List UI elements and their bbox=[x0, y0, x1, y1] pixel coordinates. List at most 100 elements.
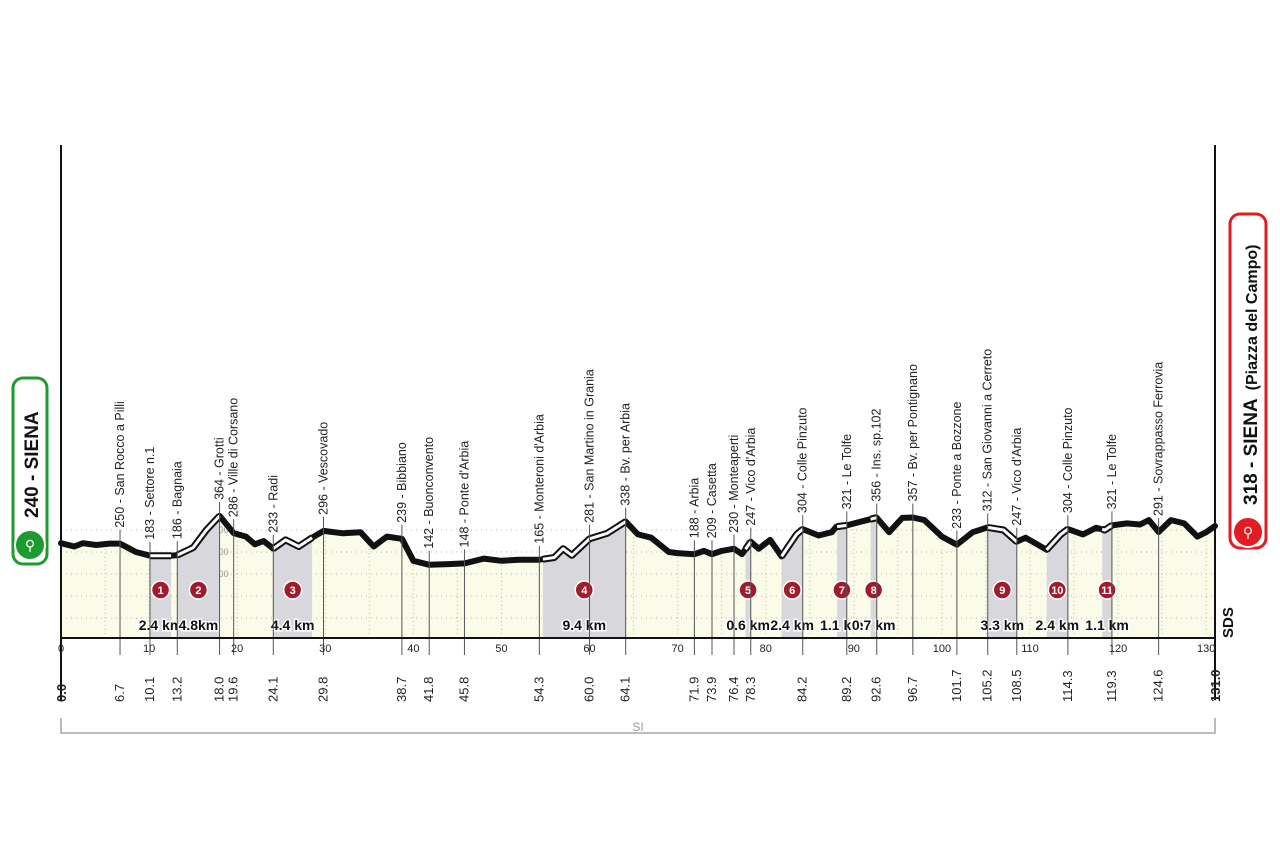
x-tick-label: 100 bbox=[933, 643, 951, 655]
waypoint-label: 233 - Radi bbox=[266, 475, 280, 533]
waypoint-label: 357 - Bv. per Pontignano bbox=[906, 364, 920, 501]
y-tick-label: 200 bbox=[214, 547, 229, 557]
sector-number: 2 bbox=[195, 585, 201, 597]
profile-area bbox=[61, 515, 1215, 638]
sector-number: 4 bbox=[581, 585, 588, 597]
waypoint-km: 29.8 bbox=[316, 677, 331, 702]
waypoint-km: 89.2 bbox=[839, 677, 854, 702]
waypoint-label: 312 - San Giovanni a Cerreto bbox=[981, 349, 995, 512]
start-label: 240 - SIENA bbox=[22, 411, 43, 518]
sector-road bbox=[987, 525, 1018, 543]
waypoint-label: 247 - Vico d'Arbia bbox=[1010, 428, 1024, 526]
sector-number-badge bbox=[738, 580, 758, 600]
finish-badge: 318 - SIENA(Piazza del Campo) ⚲ bbox=[1228, 212, 1268, 550]
sector-length: 4.4 km bbox=[271, 617, 315, 633]
waypoint-label: 291 - Sovrappasso Ferrovia bbox=[1152, 362, 1166, 516]
y-tick-label: 100 bbox=[214, 569, 229, 579]
waypoint-label: 321 - Le Tolfe bbox=[1105, 434, 1119, 510]
waypoint-km: 71.9 bbox=[686, 677, 701, 702]
waypoint-label: 209 - Casetta bbox=[705, 463, 719, 538]
waypoint-km: 64.1 bbox=[618, 677, 633, 702]
waypoints-layer: 250 - San Rocco a Pilli 6.7 183 - Settore … bbox=[112, 349, 1166, 702]
x-tick-label: 10 bbox=[143, 643, 155, 655]
waypoint-label: 148 - Ponte d'Arbia bbox=[457, 441, 471, 548]
sector-number: 8 bbox=[871, 585, 877, 597]
sector-length: 0.6 km bbox=[726, 617, 770, 633]
sector-length: 1.1 km bbox=[820, 617, 864, 633]
sector-number: 7 bbox=[839, 585, 845, 597]
start-badge: 240 - SIENA ⚲ bbox=[11, 376, 49, 566]
sector-length: 2.4 km bbox=[1036, 617, 1080, 633]
waypoint-label: 304 - Colle Pinzuto bbox=[1061, 407, 1075, 513]
waypoint-km: 18.0 bbox=[212, 677, 227, 702]
sector-number-badge bbox=[863, 580, 884, 600]
sector-road bbox=[272, 536, 313, 550]
waypoint-label: 364 - Grotti bbox=[213, 437, 227, 500]
sector-length: 2.4 km bbox=[770, 617, 814, 633]
sector-number-badge bbox=[992, 580, 1013, 600]
waypoint-label: 247 - Vico d'Arbia bbox=[744, 428, 758, 526]
x-tick-label: 20 bbox=[231, 643, 243, 655]
sector-road bbox=[780, 527, 804, 558]
bike-icon bbox=[1232, 516, 1264, 548]
waypoint-km: 78.3 bbox=[743, 677, 758, 702]
start-km: 0.0 bbox=[54, 684, 69, 702]
sector-number: 9 bbox=[999, 585, 1005, 597]
waypoint-km: 124.6 bbox=[1151, 669, 1166, 702]
sector-number: 11 bbox=[1101, 585, 1113, 597]
waypoint-label: 281 - San Martino in Grania bbox=[583, 369, 597, 523]
waypoint-km: 114.3 bbox=[1060, 670, 1075, 702]
sector-band bbox=[177, 515, 220, 638]
sector-number-badge bbox=[188, 580, 209, 600]
svg-text:⚲: ⚲ bbox=[25, 538, 35, 554]
waypoint-km: 13.2 bbox=[169, 677, 184, 702]
sector-number: 5 bbox=[745, 585, 751, 597]
waypoint-km: 41.8 bbox=[421, 677, 436, 702]
sector-road bbox=[870, 516, 878, 521]
waypoint-label: 304 - Colle Pinzuto bbox=[796, 407, 810, 513]
waypoint-km: 60.0 bbox=[582, 677, 597, 702]
waypoint-km: 101.7 bbox=[949, 669, 964, 702]
x-tick-label: 60 bbox=[583, 643, 595, 655]
waypoint-label: 321 - Le Tolfe bbox=[840, 434, 854, 510]
sector-road bbox=[1045, 527, 1069, 551]
sector-number: 1 bbox=[157, 585, 163, 597]
profile-area-layer bbox=[61, 515, 1215, 638]
waypoint-label: 186 - Bagnaia bbox=[170, 461, 184, 539]
svg-text:⚲: ⚲ bbox=[1243, 525, 1253, 541]
sector-number-badge bbox=[150, 580, 171, 600]
profile-line-layer bbox=[58, 512, 1218, 568]
sector-length: 4.8km bbox=[179, 617, 219, 633]
waypoint-label: 356 - Ins. sp.102 bbox=[870, 409, 884, 502]
waypoint-km: 19.6 bbox=[226, 677, 241, 702]
sector-length: 9.4 km bbox=[562, 617, 606, 633]
waypoint-label: 250 - San Rocco a Pilli bbox=[113, 401, 127, 527]
x-tick-label: 0 bbox=[58, 643, 64, 655]
x-tick-label: 110 bbox=[1021, 643, 1039, 655]
x-tick-label: 30 bbox=[319, 643, 331, 655]
waypoint-label: 239 - Bibbiano bbox=[395, 442, 409, 523]
x-tick-label: 80 bbox=[760, 643, 772, 655]
x-tick-label: 90 bbox=[848, 643, 860, 655]
sectors-layer: 1 2.4 km 2 4.8km 3 4.4 km 4 9.4 km 5 0.6 km 6 2.4 k… bbox=[137, 515, 1130, 638]
sector-number-badge bbox=[282, 580, 303, 600]
waypoint-km: 73.9 bbox=[704, 677, 719, 702]
sector-number-badge bbox=[574, 580, 595, 600]
waypoint-label: 142 - Buonconvento bbox=[422, 437, 436, 549]
waypoint-label: 230 - Monteaperti bbox=[727, 435, 741, 533]
waypoint-label: 338 - Bv. per Arbia bbox=[619, 403, 633, 506]
waypoint-km: 105.2 bbox=[980, 669, 995, 702]
bike-icon bbox=[14, 529, 46, 561]
waypoint-km: 24.1 bbox=[265, 677, 280, 702]
waypoint-km: 6.7 bbox=[112, 684, 127, 702]
region-bracket bbox=[60, 718, 1216, 734]
sector-number: 6 bbox=[789, 585, 795, 597]
waypoint-label: 188 - Arbia bbox=[687, 478, 701, 539]
sector-road bbox=[744, 540, 753, 551]
finish-km: 131.0 bbox=[1208, 669, 1223, 702]
x-tick-label: 50 bbox=[495, 643, 507, 655]
waypoint-km: 92.6 bbox=[869, 677, 884, 702]
sector-road bbox=[1101, 524, 1113, 532]
sector-number: 3 bbox=[290, 585, 296, 597]
